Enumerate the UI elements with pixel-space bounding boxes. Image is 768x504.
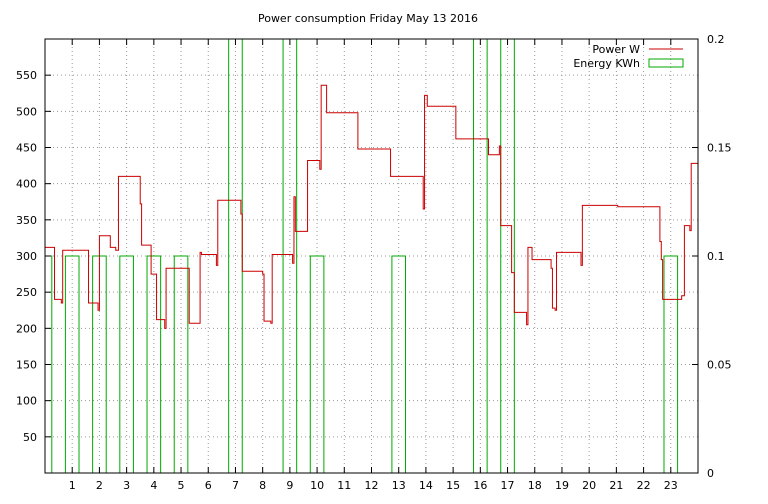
y-tick-label: 300: [16, 250, 37, 263]
x-tick-label: 11: [337, 479, 351, 492]
x-tick-label: 19: [555, 479, 569, 492]
x-tick-label: 3: [123, 479, 130, 492]
power-line: [45, 84, 698, 329]
y-tick-label: 550: [16, 69, 37, 82]
chart-title: Power consumption Friday May 13 2016: [258, 12, 478, 25]
power-series: [45, 84, 698, 329]
energy-bar: [173, 255, 189, 473]
x-tick-label: 4: [150, 479, 157, 492]
axes: 1 2 3 4 5 6 7 8 9 10 11 12 13 14 15 16 17 18 19 20 21 22 23501…: [16, 33, 732, 492]
x-tick-label: 23: [664, 479, 678, 492]
legend: Power W Energy KWh: [573, 43, 684, 70]
y-tick-label: 100: [16, 395, 37, 408]
energy-bar: [119, 255, 134, 473]
x-tick-label: 13: [392, 479, 406, 492]
energy-bar: [146, 255, 162, 473]
x-tick-label: 17: [501, 479, 515, 492]
energy-bar: [309, 255, 325, 473]
legend-swatch-energy: [648, 58, 684, 68]
x-tick-label: 10: [310, 479, 324, 492]
x-tick-label: 18: [528, 479, 542, 492]
x-tick-label: 2: [96, 479, 103, 492]
y-tick-label: 150: [16, 359, 37, 372]
x-tick-label: 22: [637, 479, 651, 492]
y-tick-label: 450: [16, 142, 37, 155]
energy-bar: [391, 255, 407, 473]
x-tick-label: 16: [473, 479, 487, 492]
y-tick-label: 50: [23, 431, 37, 444]
x-tick-label: 6: [205, 479, 212, 492]
x-tick-label: 7: [232, 479, 239, 492]
x-tick-label: 20: [582, 479, 596, 492]
y-tick-label: 250: [16, 286, 37, 299]
y-tick-label: 200: [16, 322, 37, 335]
x-tick-label: 12: [365, 479, 379, 492]
legend-label-power: Power W: [592, 43, 640, 56]
energy-bar: [64, 255, 80, 473]
x-tick-label: 9: [286, 479, 293, 492]
grid: [45, 39, 698, 473]
energy-bar: [663, 255, 679, 473]
y-tick-label: 350: [16, 214, 37, 227]
y2-tick-label: 0.2: [707, 33, 725, 46]
y-tick-label: 400: [16, 178, 37, 191]
y-tick-label: 500: [16, 105, 37, 118]
x-tick-label: 14: [419, 479, 433, 492]
x-tick-label: 5: [178, 479, 185, 492]
y2-tick-label: 0.05: [707, 359, 732, 372]
y2-tick-label: 0.1: [707, 250, 725, 263]
x-tick-label: 15: [446, 479, 460, 492]
x-tick-label: 21: [609, 479, 623, 492]
y2-tick-label: 0.15: [707, 142, 732, 155]
y2-tick-label: 0: [707, 467, 714, 480]
x-tick-label: 1: [69, 479, 76, 492]
x-tick-label: 8: [259, 479, 266, 492]
legend-label-energy: Energy KWh: [573, 57, 640, 70]
